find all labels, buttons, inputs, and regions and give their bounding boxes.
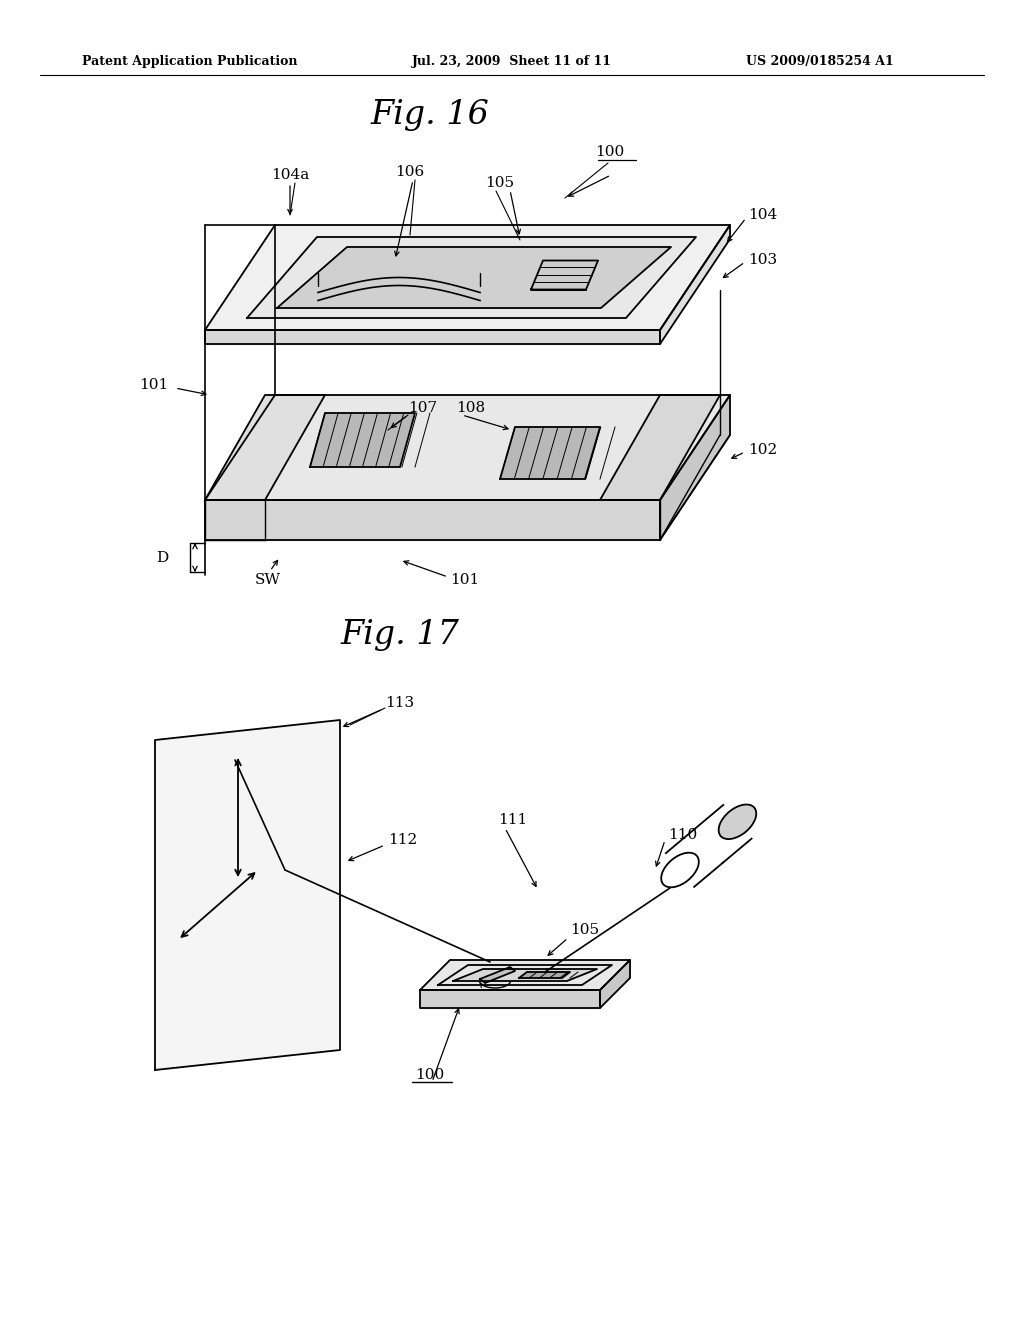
Text: 103: 103 <box>748 253 777 267</box>
Text: Jul. 23, 2009  Sheet 11 of 11: Jul. 23, 2009 Sheet 11 of 11 <box>412 55 612 69</box>
Text: 106: 106 <box>395 165 425 180</box>
Text: 113: 113 <box>385 696 414 710</box>
Text: 105: 105 <box>485 176 515 190</box>
Text: 105: 105 <box>570 923 599 937</box>
Ellipse shape <box>719 804 757 840</box>
Polygon shape <box>480 968 515 983</box>
Polygon shape <box>420 990 600 1008</box>
Polygon shape <box>205 224 730 330</box>
Polygon shape <box>453 969 597 981</box>
Polygon shape <box>519 972 570 978</box>
Polygon shape <box>531 260 598 289</box>
Polygon shape <box>205 395 730 500</box>
Text: 100: 100 <box>416 1068 444 1082</box>
Polygon shape <box>205 395 325 500</box>
Text: 101: 101 <box>451 573 479 587</box>
Polygon shape <box>660 395 730 540</box>
Polygon shape <box>278 247 671 308</box>
Text: 104: 104 <box>748 209 777 222</box>
Text: 108: 108 <box>456 401 485 414</box>
Polygon shape <box>205 500 660 540</box>
Polygon shape <box>310 413 415 467</box>
Text: 100: 100 <box>595 145 625 158</box>
Text: Fig. 16: Fig. 16 <box>371 99 489 131</box>
Text: Fig. 17: Fig. 17 <box>341 619 460 651</box>
Polygon shape <box>155 719 340 1071</box>
Polygon shape <box>600 395 720 500</box>
Polygon shape <box>660 224 730 345</box>
Text: SW: SW <box>255 573 281 587</box>
Text: 110: 110 <box>668 828 697 842</box>
Text: US 2009/0185254 A1: US 2009/0185254 A1 <box>746 55 894 69</box>
Text: 104a: 104a <box>271 168 309 182</box>
Polygon shape <box>247 238 696 318</box>
Text: 112: 112 <box>388 833 417 847</box>
Polygon shape <box>600 960 630 1008</box>
Polygon shape <box>420 960 630 990</box>
Text: 111: 111 <box>498 813 527 828</box>
Text: 107: 107 <box>408 401 437 414</box>
Text: Patent Application Publication: Patent Application Publication <box>82 55 298 69</box>
Text: 101: 101 <box>138 378 168 392</box>
Text: 102: 102 <box>748 444 777 457</box>
Text: D: D <box>156 550 168 565</box>
Polygon shape <box>500 426 600 479</box>
Polygon shape <box>205 330 660 345</box>
